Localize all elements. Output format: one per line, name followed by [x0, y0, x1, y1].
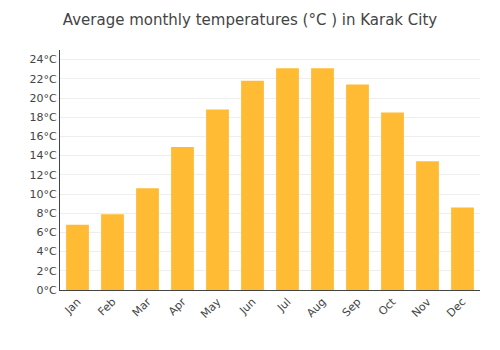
svg-text:10°C: 10°C: [30, 188, 57, 201]
svg-text:14°C: 14°C: [30, 149, 57, 162]
svg-text:0°C: 0°C: [37, 284, 57, 297]
svg-text:Oct: Oct: [376, 295, 399, 318]
svg-text:4°C: 4°C: [37, 245, 57, 258]
svg-text:2°C: 2°C: [37, 265, 57, 278]
svg-text:Jul: Jul: [274, 296, 293, 315]
svg-text:Jun: Jun: [236, 295, 258, 317]
svg-text:6°C: 6°C: [37, 226, 57, 239]
svg-text:20°C: 20°C: [30, 92, 57, 105]
svg-text:16°C: 16°C: [30, 130, 57, 143]
svg-text:Jan: Jan: [62, 296, 84, 318]
svg-text:Sep: Sep: [340, 296, 364, 320]
svg-text:12°C: 12°C: [30, 169, 57, 182]
svg-text:Feb: Feb: [96, 296, 119, 319]
svg-text:8°C: 8°C: [37, 207, 57, 220]
svg-text:May: May: [198, 295, 224, 321]
svg-text:Apr: Apr: [166, 295, 189, 318]
svg-text:Nov: Nov: [409, 295, 434, 320]
svg-text:22°C: 22°C: [30, 73, 57, 86]
svg-text:18°C: 18°C: [30, 111, 57, 124]
svg-text:24°C: 24°C: [30, 53, 57, 66]
svg-text:Average monthly temperatures (: Average monthly temperatures (°C ) in Ka…: [63, 11, 437, 29]
svg-text:Dec: Dec: [444, 296, 468, 320]
svg-text:Aug: Aug: [304, 296, 328, 320]
svg-text:Mar: Mar: [130, 295, 154, 319]
